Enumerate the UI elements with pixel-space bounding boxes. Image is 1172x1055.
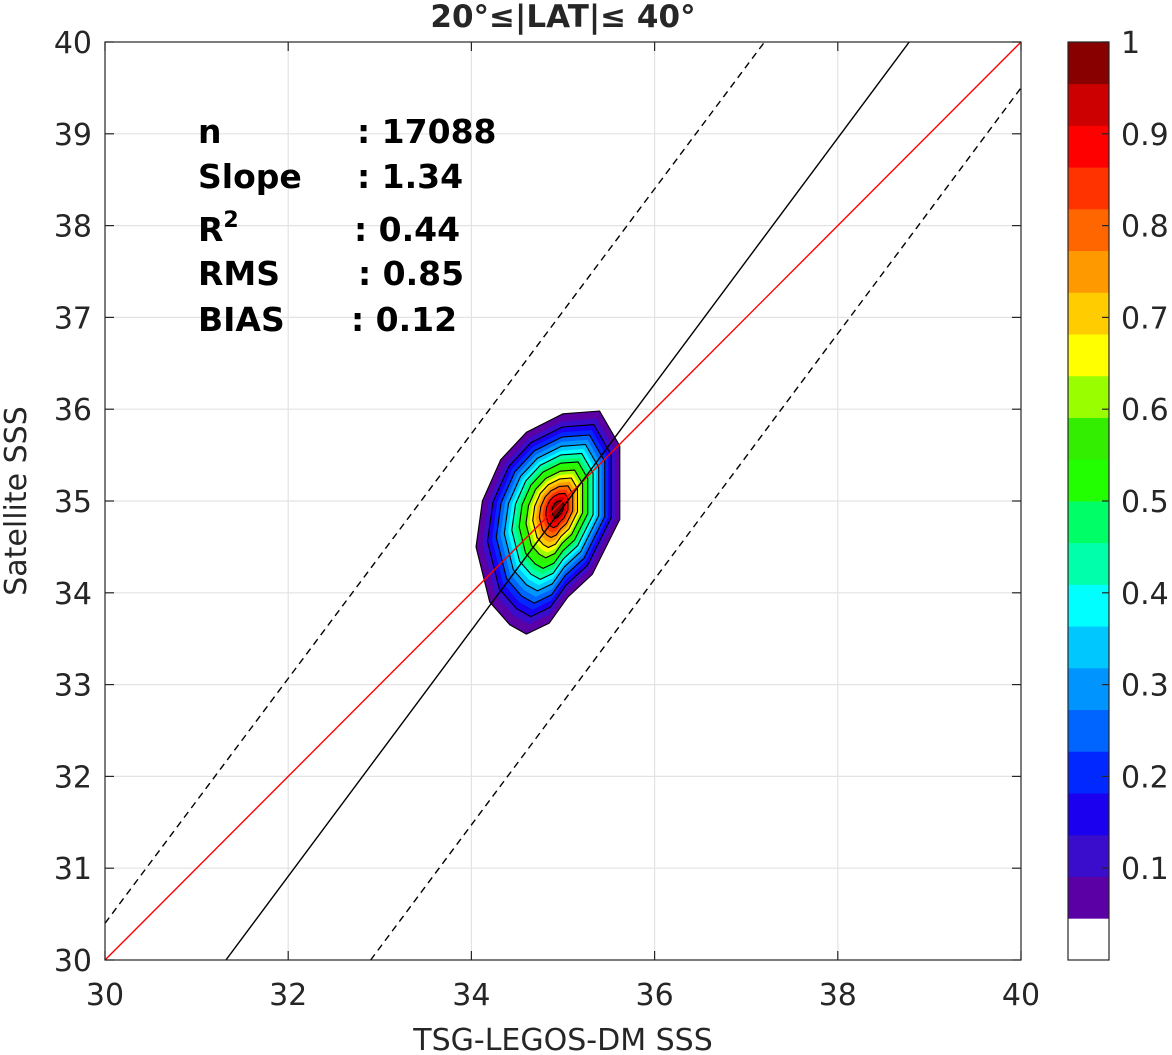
- colorbar-swatch: [1068, 876, 1109, 919]
- regression-line: [225, 42, 910, 960]
- colorbar-swatch: [1068, 834, 1109, 877]
- stat-label: n: [198, 112, 222, 151]
- colorbar-tick-label: 0.3: [1121, 669, 1169, 704]
- y-axis-label: Satellite SSS: [0, 406, 34, 596]
- colorbar-swatch: [1068, 334, 1109, 377]
- colorbar-swatch: [1068, 793, 1109, 836]
- colorbar-swatch: [1068, 125, 1109, 168]
- colorbar-tick-label: 0.2: [1121, 760, 1169, 795]
- x-tick-label: 30: [86, 978, 124, 1013]
- colorbar-tick-label: 1: [1121, 26, 1140, 61]
- colorbar-swatch: [1068, 417, 1109, 460]
- stat-value: : 1.34: [357, 157, 463, 196]
- stat-label: RMS: [198, 254, 280, 293]
- density-contours: [475, 410, 621, 635]
- colorbar-tick-label: 0.1: [1121, 852, 1169, 887]
- x-tick-label: 32: [269, 978, 307, 1013]
- colorbar-tick-label: 0.5: [1121, 485, 1169, 520]
- x-tick-label: 36: [636, 978, 674, 1013]
- colorbar-swatch: [1068, 626, 1109, 669]
- y-tick-label: 33: [54, 669, 92, 704]
- colorbar-swatch: [1068, 667, 1109, 711]
- lower-bound-line: [370, 87, 1021, 960]
- stat-value: : 17088: [357, 112, 497, 151]
- y-tick-label: 39: [54, 118, 92, 153]
- colorbar: 0.1 0.2 0.3 0.4 0.5 0.6 0.7 0.8 0.9 1: [1067, 26, 1169, 961]
- colorbar-swatch: [1068, 167, 1109, 210]
- colorbar-tick-label: 0.7: [1121, 301, 1169, 336]
- colorbar-tick-label: 0.6: [1121, 393, 1169, 428]
- colorbar-swatch: [1068, 250, 1109, 293]
- colorbar-swatch: [1068, 918, 1109, 961]
- y-tick-label: 35: [54, 485, 92, 520]
- colorbar-swatch: [1068, 542, 1109, 585]
- upper-bound-line: [105, 42, 766, 924]
- y-tick-label: 38: [54, 210, 92, 245]
- y-tick-label: 34: [54, 577, 92, 612]
- y-tick-label: 40: [54, 26, 92, 61]
- colorbar-swatch: [1068, 501, 1109, 544]
- colorbar-swatch: [1068, 709, 1109, 752]
- density-band: [551, 500, 564, 519]
- y-tick-label: 37: [54, 301, 92, 336]
- colorbar-tick-label: 0.8: [1121, 210, 1169, 245]
- y-tick-label: 36: [54, 393, 92, 428]
- y-tick-label: 30: [54, 944, 92, 979]
- stat-value: : 0.85: [358, 254, 464, 293]
- colorbar-swatch: [1068, 375, 1109, 418]
- grid: [105, 42, 1021, 960]
- one-to-one-line: [105, 42, 1021, 960]
- stat-label: R2: [198, 208, 239, 249]
- x-tick-label: 34: [452, 978, 490, 1013]
- colorbar-swatch: [1068, 292, 1109, 335]
- colorbar-tick-label: 0.4: [1121, 577, 1169, 612]
- axis-ticks: 30 32 34 36 38 40 30 31 32 33 34 35 36 37 38 39 40: [54, 26, 1040, 1013]
- stat-value: : 0.12: [351, 300, 457, 339]
- x-tick-label: 40: [1002, 978, 1040, 1013]
- y-tick-label: 31: [54, 852, 92, 887]
- colorbar-tick-label: 0.9: [1121, 118, 1169, 153]
- stat-label: Slope: [198, 157, 302, 196]
- stat-label-superscript: 2: [223, 208, 238, 233]
- stats-annotation: n : 17088 Slope : 1.34 R2 : 0.44 RMS : 0.85 BIAS…: [198, 112, 497, 339]
- chart-title: 20°≤|LAT|≤ 40°: [430, 0, 695, 35]
- x-axis-label: TSG-LEGOS-DM SSS: [412, 1023, 713, 1055]
- colorbar-swatch: [1068, 208, 1109, 252]
- stat-value: : 0.44: [354, 210, 460, 249]
- y-tick-label: 32: [54, 760, 92, 795]
- colorbar-swatch: [1068, 459, 1109, 502]
- colorbar-swatch: [1068, 42, 1109, 85]
- colorbar-swatch: [1068, 751, 1109, 794]
- stat-label: BIAS: [198, 300, 285, 339]
- colorbar-swatch: [1068, 83, 1109, 126]
- reference-lines: [105, 42, 1021, 960]
- x-tick-label: 38: [819, 978, 857, 1013]
- colorbar-swatch: [1068, 584, 1109, 627]
